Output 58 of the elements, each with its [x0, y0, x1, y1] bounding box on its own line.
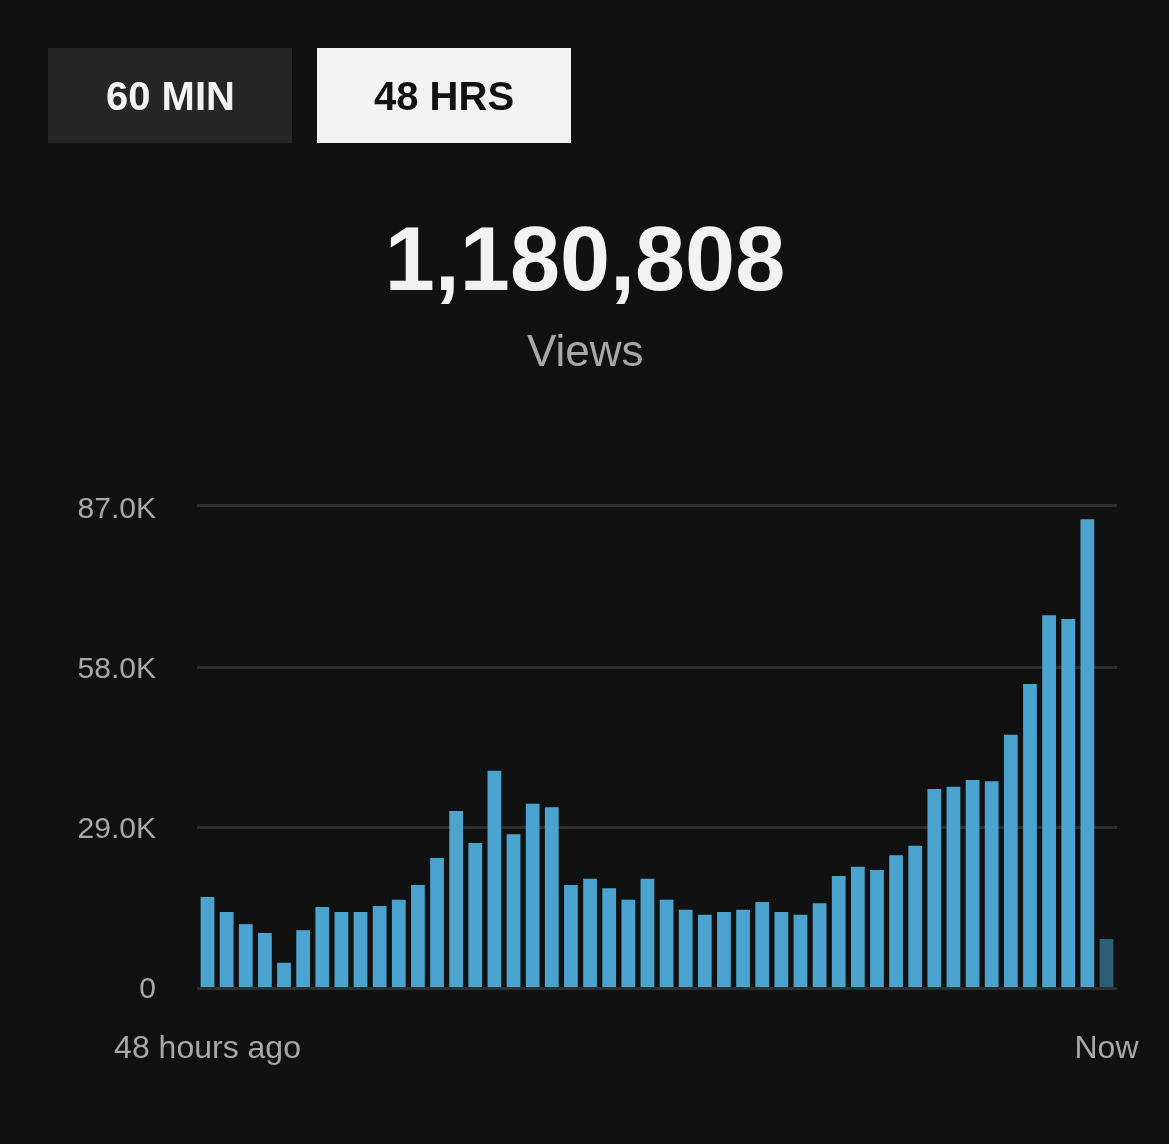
- bar: [889, 855, 903, 987]
- bar: [927, 788, 942, 987]
- bar: [793, 914, 808, 987]
- bar: [258, 932, 272, 987]
- bar: [200, 897, 215, 987]
- bar: [1042, 615, 1056, 987]
- bar: [965, 780, 980, 987]
- bar: [659, 899, 674, 987]
- bar: [334, 911, 349, 987]
- x-tick-label: Now: [1074, 1029, 1140, 1066]
- bar: [544, 807, 559, 987]
- bar: [736, 909, 750, 987]
- bar: [946, 786, 961, 987]
- bar: [296, 930, 311, 987]
- bar: [697, 914, 712, 987]
- bar: [583, 878, 597, 987]
- bar: [353, 911, 368, 987]
- bar: [850, 866, 865, 987]
- bar: [755, 902, 770, 987]
- bar: [1003, 734, 1018, 987]
- bar: [812, 903, 827, 987]
- bar: [506, 834, 521, 987]
- bar: [1023, 684, 1037, 987]
- y-tick-label: 0: [139, 970, 156, 1004]
- bar: [1080, 519, 1095, 987]
- text: 48 HRS: [374, 74, 515, 118]
- bar: [430, 857, 444, 987]
- bar: [391, 899, 406, 987]
- bar: [411, 884, 425, 987]
- bar: [1099, 939, 1114, 987]
- bar: [219, 911, 234, 987]
- bar: [984, 781, 999, 987]
- bar: [1061, 619, 1076, 987]
- bar: [831, 876, 846, 987]
- bar: [774, 911, 789, 987]
- bar: [564, 884, 578, 987]
- bar: [678, 909, 693, 987]
- bar: [908, 845, 923, 987]
- text: 60 MIN: [106, 74, 235, 118]
- bar: [621, 899, 636, 987]
- bar: [315, 907, 330, 987]
- y-tick-label: 58.0K: [77, 650, 156, 684]
- x-tick-label: 48 hours ago: [114, 1029, 301, 1066]
- bar: [640, 878, 655, 987]
- y-tick-label: 29.0K: [77, 810, 156, 844]
- bar: [717, 911, 731, 987]
- bar: [238, 924, 253, 987]
- bar: [602, 888, 617, 987]
- bar: [487, 770, 502, 987]
- bar: [449, 811, 464, 987]
- bar: [468, 843, 483, 987]
- bar: [525, 803, 540, 987]
- y-tick-label: 87.0K: [77, 490, 156, 524]
- bar: [277, 962, 291, 987]
- chart-subtitle: Views: [527, 326, 644, 375]
- chart-title: 1,180,808: [384, 208, 786, 309]
- bar: [870, 870, 884, 987]
- bar: [372, 905, 387, 987]
